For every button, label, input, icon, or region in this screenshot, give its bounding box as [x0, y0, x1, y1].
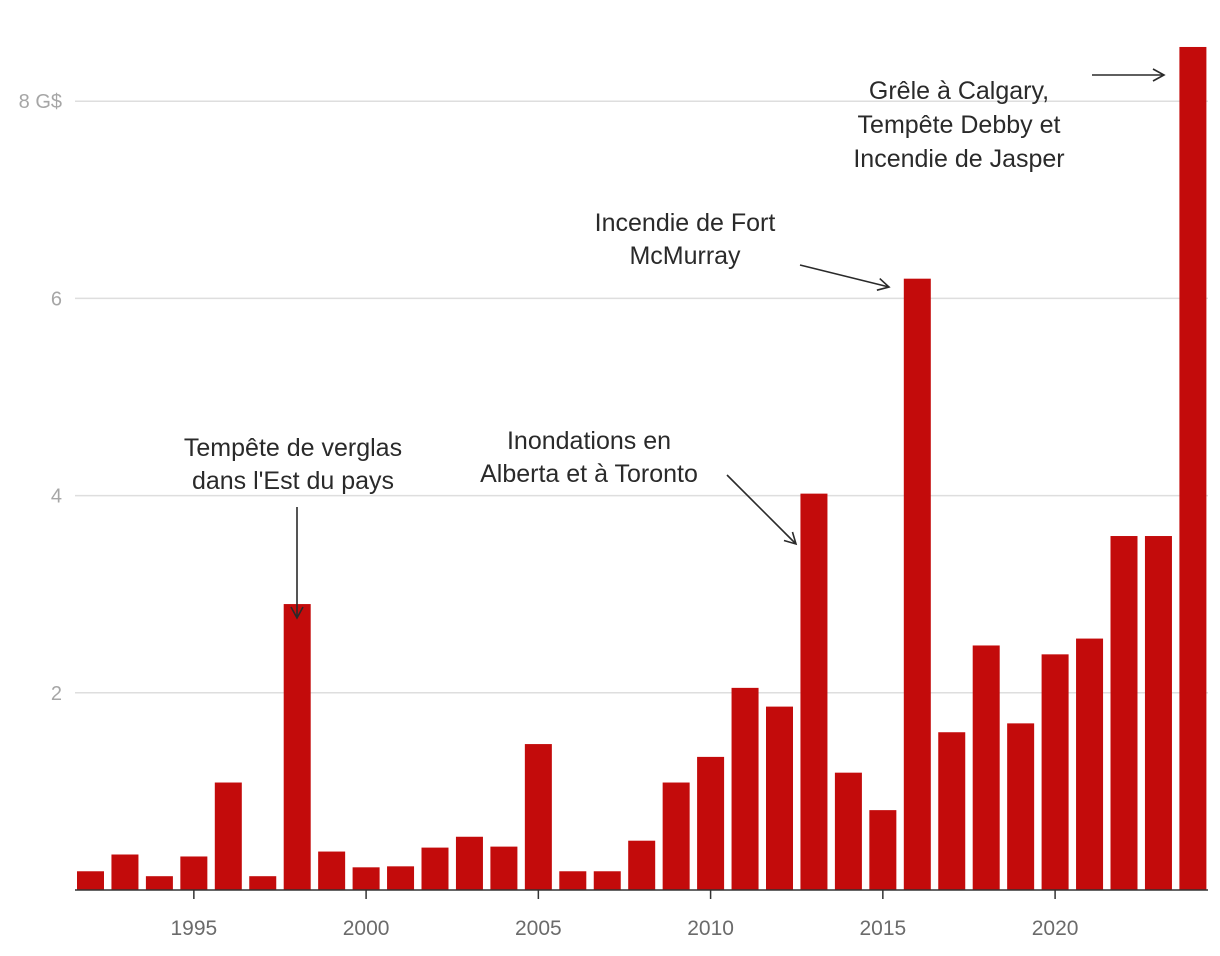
- annotation-text-2016: Incendie de Fort: [595, 209, 776, 237]
- bar-2006: [559, 871, 587, 890]
- bar-2024: [1179, 46, 1207, 891]
- bar-2013: [800, 493, 828, 890]
- annotation-text-2024: Incendie de Jasper: [853, 145, 1064, 173]
- bar-2017: [938, 732, 966, 890]
- bar-2004: [490, 846, 518, 890]
- annotation-text-2016: McMurray: [629, 242, 741, 270]
- bar-2003: [455, 836, 483, 890]
- annotation-arrow-2016: [799, 264, 891, 291]
- bar-2007: [593, 871, 621, 890]
- bar-2022: [1110, 536, 1138, 890]
- bar-2016: [903, 278, 931, 890]
- annotation-text-2013: Alberta et à Toronto: [480, 460, 698, 488]
- bar-1998: [283, 604, 311, 890]
- bar-2011: [731, 687, 759, 890]
- y-tick-label: 2: [51, 683, 62, 705]
- axes: 1995 2000 2005 2010 2015 2020: [75, 889, 1208, 940]
- bar-2021: [1076, 638, 1104, 890]
- bar-2015: [869, 810, 897, 890]
- bar-2002: [421, 847, 449, 890]
- bars: [77, 46, 1207, 891]
- bar-1999: [318, 851, 346, 890]
- bar-2014: [834, 772, 862, 890]
- x-tick-label: 2010: [687, 917, 734, 940]
- bar-2019: [1007, 723, 1035, 890]
- x-tick-label: 1995: [170, 917, 217, 940]
- y-tick-label: 8 G$: [19, 91, 62, 113]
- bar-2009: [662, 782, 690, 890]
- annotation-text-2013: Inondations en: [507, 427, 671, 455]
- annotations: Tempête de verglas dans l'Est du pays Inon…: [184, 68, 1166, 620]
- annotation-text-1998: Tempête de verglas: [184, 434, 402, 462]
- bar-1994: [145, 876, 173, 890]
- annotation-arrow-2013: [726, 474, 798, 546]
- annotation-text-2024: Grêle à Calgary,: [869, 77, 1049, 105]
- bar-1996: [214, 782, 242, 890]
- bar-1993: [111, 854, 139, 890]
- gridlines: 2 4 6 8 G$: [19, 91, 1208, 705]
- annotation-text-2024: Tempête Debby et: [858, 111, 1061, 139]
- bar-2010: [697, 756, 725, 890]
- y-tick-label: 6: [51, 288, 62, 310]
- bar-2001: [387, 866, 415, 890]
- x-tick-label: 2005: [515, 917, 562, 940]
- bar-2008: [628, 840, 656, 890]
- bar-2005: [524, 744, 552, 890]
- bar-2020: [1041, 654, 1069, 890]
- bar-1995: [180, 856, 208, 890]
- annotation-text-1998: dans l'Est du pays: [192, 467, 394, 495]
- bar-2018: [972, 645, 1000, 890]
- x-tick-label: 2000: [343, 917, 390, 940]
- x-tick-label: 2015: [859, 917, 906, 940]
- bar-2012: [766, 706, 793, 890]
- bar-1992: [77, 871, 104, 890]
- bar-2023: [1144, 536, 1172, 890]
- x-tick-label: 2020: [1032, 917, 1079, 940]
- y-tick-label: 4: [51, 486, 62, 508]
- bar-1997: [249, 876, 277, 890]
- bar-2000: [352, 867, 380, 890]
